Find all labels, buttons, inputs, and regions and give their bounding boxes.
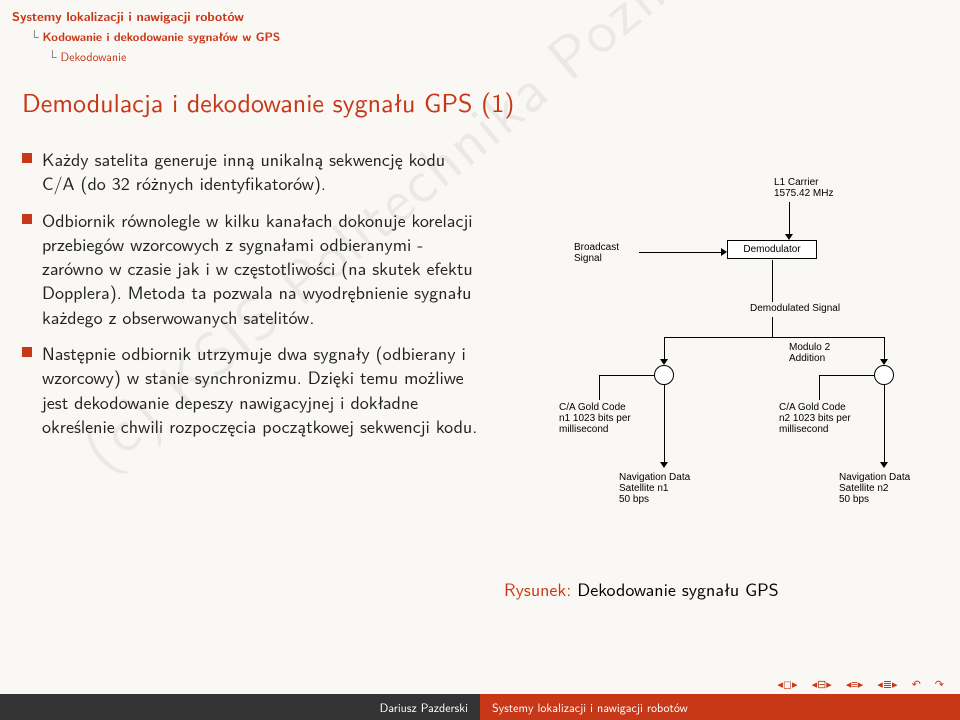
- slide-header: Systemy lokalizacji i nawigacji robotów …: [0, 0, 960, 69]
- beamer-nav-bar: ◂◻▸ ◂⊟▸ ◂≡▸ ◂≣▸ ↶ ↷: [0, 674, 960, 694]
- modulo2-node: [654, 365, 674, 385]
- diagram-line: [664, 385, 665, 465]
- figure-caption: Rysunek: Dekodowanie sygnału GPS: [504, 575, 924, 602]
- diagram-line: [664, 337, 884, 338]
- diagram-line: [772, 260, 773, 302]
- list-item-text: Następnie odbiornik utrzymuje dwa sygnał…: [42, 341, 482, 438]
- diagram-line: [884, 385, 885, 465]
- breadcrumb-level-3: Dekodowanie: [61, 47, 127, 65]
- diagram-line: [819, 375, 874, 376]
- ca-code-n2-label: C/A Gold Coden2 1023 bits permillisecond: [779, 402, 879, 435]
- slide-title: Demodulacja i dekodowanie sygnału GPS (1…: [0, 69, 960, 121]
- list-item: Odbiornik równolegle w kilku kanałach do…: [22, 208, 482, 329]
- figure-column: L1 Carrier1575.42 MHz BroadcastSignal De…: [504, 147, 924, 602]
- list-item: Następnie odbiornik utrzymuje dwa sygnał…: [22, 341, 482, 438]
- breadcrumb-connector-icon: └: [30, 27, 39, 45]
- caption-text: Dekodowanie sygnału GPS: [571, 575, 778, 602]
- bullet-icon: [22, 347, 32, 357]
- nav-first-icon[interactable]: ◂◻▸: [777, 676, 797, 692]
- l1-carrier-label: L1 Carrier1575.42 MHz: [774, 177, 854, 199]
- nav-prev-icon[interactable]: ◂⊟▸: [812, 676, 832, 692]
- breadcrumb-connector-icon: └: [48, 47, 57, 65]
- diagram-line: [639, 252, 724, 253]
- diagram-line: [789, 202, 790, 237]
- nav-data-n1-label: Navigation DataSatellite n150 bps: [619, 472, 719, 505]
- breadcrumb-level-1: Systemy lokalizacji i nawigacji robotów: [12, 6, 948, 25]
- slide-content: Każdy satelita generuje inną unikalną se…: [0, 121, 960, 602]
- arrow-down-icon: [660, 462, 668, 468]
- bullet-list: Każdy satelita generuje inną unikalną se…: [22, 147, 482, 602]
- breadcrumb-level-2: Kodowanie i dekodowanie sygnałów w GPS: [43, 27, 281, 45]
- demodulator-box: Demodulator: [727, 240, 817, 259]
- bullet-icon: [22, 153, 32, 163]
- modulo2-node: [874, 365, 894, 385]
- nav-redo-icon[interactable]: ↷: [935, 676, 944, 692]
- ca-code-n1-label: C/A Gold Coden1 1023 bits permillisecond: [559, 402, 659, 435]
- nav-next-icon[interactable]: ◂≣▸: [877, 676, 897, 692]
- list-item-text: Odbiornik równolegle w kilku kanałach do…: [42, 208, 482, 329]
- demodulated-signal-label: Demodulated Signal: [750, 303, 880, 314]
- caption-prefix: Rysunek:: [504, 575, 571, 602]
- arrow-down-icon: [880, 462, 888, 468]
- diagram-line: [599, 375, 654, 376]
- nav-undo-icon[interactable]: ↶: [912, 676, 921, 692]
- diagram-line: [772, 317, 773, 337]
- list-item-text: Każdy satelita generuje inną unikalną se…: [42, 147, 482, 196]
- footer-title: Systemy lokalizacji i nawigacji robotów: [480, 694, 960, 720]
- modulo2-label: Modulo 2Addition: [789, 342, 849, 364]
- list-item: Każdy satelita generuje inną unikalną se…: [22, 147, 482, 196]
- diagram-line: [599, 375, 600, 400]
- nav-data-n2-label: Navigation DataSatellite n250 bps: [839, 472, 939, 505]
- broadcast-signal-label: BroadcastSignal: [574, 242, 644, 264]
- diagram-line: [819, 375, 820, 400]
- slide-footer: Dariusz Pazderski Systemy lokalizacji i …: [0, 694, 960, 720]
- nav-section-icon[interactable]: ◂≡▸: [846, 676, 863, 692]
- gps-decoding-diagram: L1 Carrier1575.42 MHz BroadcastSignal De…: [504, 147, 904, 567]
- bullet-icon: [22, 214, 32, 224]
- footer-author: Dariusz Pazderski: [0, 694, 480, 720]
